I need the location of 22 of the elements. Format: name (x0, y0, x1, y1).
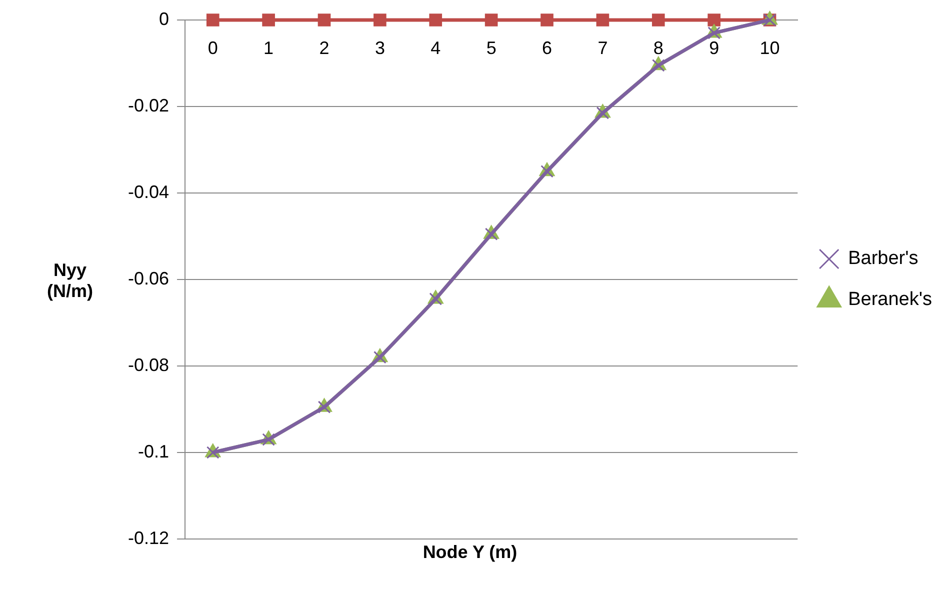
y-tick-label: -0.08 (128, 354, 170, 375)
x-tick-label: 8 (653, 38, 664, 58)
y-tick-label: -0.1 (138, 441, 170, 462)
x-tick-label: 10 (760, 38, 780, 58)
x-tick-label: 1 (264, 38, 274, 58)
x-tick-label: 6 (542, 38, 552, 58)
legend-label: Beranek's (848, 289, 932, 310)
x-tick-label: 7 (598, 38, 608, 58)
y-tick-label: 0 (159, 8, 170, 29)
x-tick-label: 9 (709, 38, 720, 58)
y-tick-label: -0.04 (128, 182, 170, 202)
legend-label: Barber's (848, 248, 918, 270)
y-axis-title: Nyy (N/m) (46, 260, 94, 302)
x-tick-label: 2 (319, 38, 330, 58)
y-tick-label: -0.12 (128, 528, 170, 548)
x-tick-label: 5 (486, 38, 496, 58)
x-tick-label: 4 (430, 38, 441, 58)
x-tick-label: 0 (208, 38, 218, 58)
y-tick-label: -0.06 (128, 268, 170, 288)
x-axis-title: Node Y (m) (422, 542, 518, 562)
y-tick-label: -0.02 (128, 95, 170, 116)
x-tick-label: 3 (374, 38, 385, 58)
